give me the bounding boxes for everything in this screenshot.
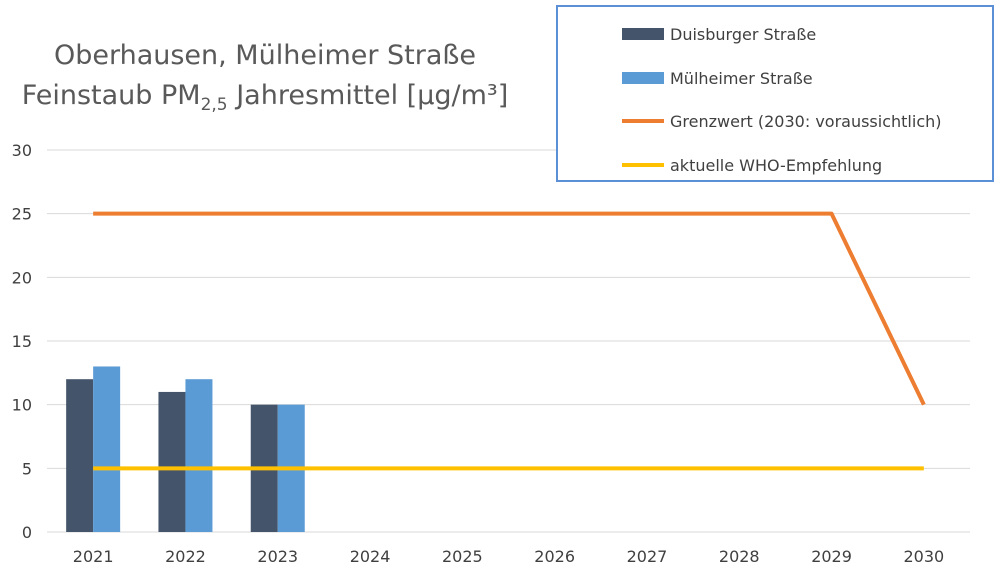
bar-muelheimer: [185, 379, 213, 532]
x-tick-label: 2022: [165, 547, 206, 566]
legend-swatch-grenzwert: [622, 119, 664, 123]
y-tick-label: 5: [22, 459, 32, 478]
x-tick-label: 2023: [257, 547, 298, 566]
x-tick-label: 2026: [534, 547, 575, 566]
legend-label-muelheimer: Mülheimer Straße: [670, 68, 813, 88]
chart-title: Oberhausen, Mülheimer Straße Feinstaub P…: [0, 36, 530, 116]
x-tick-label: 2024: [350, 547, 391, 566]
bar-duisburger: [66, 379, 94, 532]
legend-swatch-muelheimer: [622, 72, 664, 84]
legend-swatch-who: [622, 163, 664, 167]
y-tick-label: 20: [12, 268, 32, 287]
legend-item-muelheimer: Mülheimer Straße: [622, 66, 813, 90]
legend-item-duisburger: Duisburger Straße: [622, 22, 816, 46]
x-tick-label: 2029: [811, 547, 852, 566]
y-tick-label: 25: [12, 205, 32, 224]
y-tick-label: 15: [12, 332, 32, 351]
x-tick-label: 2021: [73, 547, 114, 566]
x-tick-label: 2028: [719, 547, 760, 566]
chart-title-subscript: 2,5: [200, 95, 228, 115]
line-grenzwert: [93, 211, 926, 406]
x-tick-label: 2030: [903, 547, 944, 566]
x-tick-label: 2025: [442, 547, 483, 566]
bar-muelheimer: [93, 366, 121, 532]
legend-label-who: aktuelle WHO-Empfehlung: [670, 155, 883, 175]
chart-title-suffix: Jahresmittel [µg/m³]: [227, 80, 509, 111]
legend-item-grenzwert: Grenzwert (2030: voraussichtlich): [622, 109, 942, 133]
y-tick-label: 10: [12, 396, 32, 415]
y-tick-label: 0: [22, 523, 32, 542]
legend-label-duisburger: Duisburger Straße: [670, 24, 817, 44]
legend-item-who: aktuelle WHO-Empfehlung: [622, 153, 882, 177]
chart-legend: Duisburger Straße Mülheimer Straße Grenz…: [556, 5, 994, 182]
chart-title-prefix: Feinstaub PM: [21, 80, 201, 111]
bar-duisburger: [158, 391, 186, 532]
x-tick-label: 2027: [627, 547, 668, 566]
legend-label-grenzwert: Grenzwert (2030: voraussichtlich): [670, 111, 942, 131]
chart-title-line1: Oberhausen, Mülheimer Straße: [53, 40, 477, 71]
y-tick-label: 30: [12, 141, 32, 160]
chart-title-line2: Feinstaub PM2,5 Jahresmittel [µg/m³]: [0, 76, 530, 116]
legend-swatch-duisburger: [622, 28, 664, 40]
